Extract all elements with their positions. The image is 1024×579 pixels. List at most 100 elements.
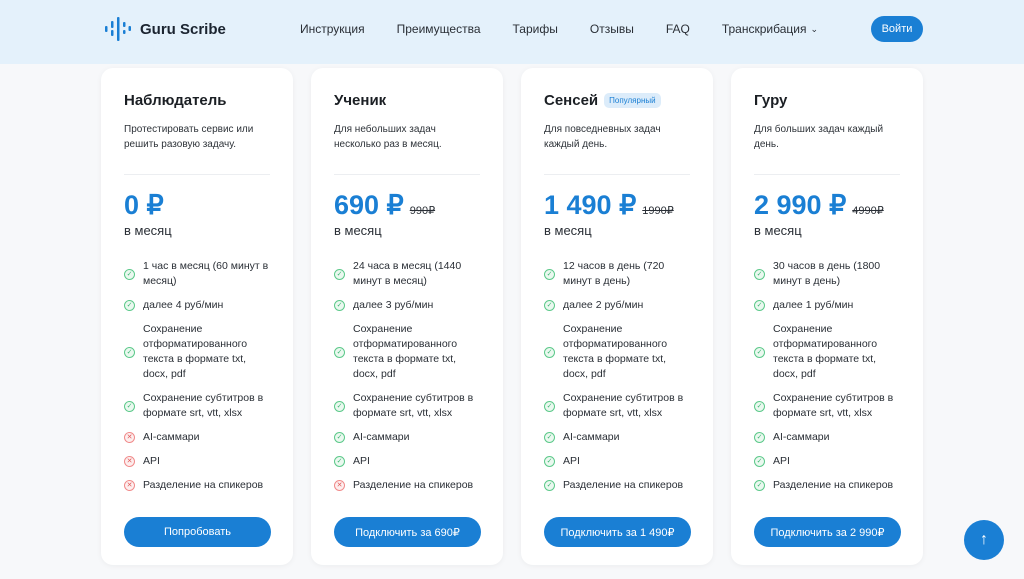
nav-faq[interactable]: FAQ — [665, 22, 690, 36]
plan-description: Протестировать сервис или решить разовую… — [124, 124, 254, 150]
feature-text: 30 часов в день (1800 минут в день) — [773, 260, 881, 287]
feature-text: API — [773, 455, 790, 467]
check-circle-icon: ✓ — [754, 300, 765, 311]
chevron-down-icon: ⌄ — [810, 23, 818, 34]
plan-card: Гуру Для больших задач каждый день. 2 99… — [731, 68, 923, 565]
feature-item: ✓ 30 часов в день (1800 минут в день) — [754, 259, 904, 289]
check-circle-icon: ✓ — [754, 268, 765, 280]
feature-item: ✓ Сохранение отформатированного текста в … — [334, 322, 484, 382]
feature-item: ✓ далее 3 руб/мин — [334, 298, 484, 313]
nav-transcription-dropdown[interactable]: Транскрибация ⌄ — [722, 22, 818, 36]
feature-text: Сохранение субтитров в формате srt, vtt,… — [353, 392, 474, 419]
popular-badge: Популярный — [604, 93, 661, 108]
feature-text: Сохранение отформатированного текста в ф… — [773, 323, 878, 380]
plan-description: Для повседневных задач каждый день. — [544, 124, 661, 150]
feature-text: Разделение на спикеров — [563, 479, 684, 491]
plan-cta-button[interactable]: Подключить за 1 490₽ — [544, 517, 691, 547]
plan-name: Наблюдатель — [124, 92, 227, 109]
feature-list: ✓ 24 часа в месяц (1440 минут в месяц) ✓ да… — [334, 259, 484, 502]
price-period: в месяц — [754, 223, 802, 238]
feature-item: ✕ API — [124, 454, 274, 469]
plan-name: Сенсей — [544, 92, 599, 109]
nav-transcription-label: Транскрибация — [721, 22, 807, 36]
nav-reviews[interactable]: Отзывы — [589, 22, 634, 36]
nav-advantages[interactable]: Преимущества — [396, 22, 481, 36]
divider — [334, 174, 480, 175]
nav-instruction[interactable]: Инструкция — [300, 22, 365, 36]
plan-price: 690 ₽ 990₽ — [334, 190, 435, 221]
old-price: 1990₽ — [642, 205, 674, 217]
plan-cta-button[interactable]: Подключить за 2 990₽ — [754, 517, 901, 547]
check-circle-icon: ✓ — [754, 480, 765, 491]
feature-text: Сохранение отформатированного текста в ф… — [353, 323, 458, 380]
feature-item: ✓ Сохранение отформатированного текста в … — [754, 322, 904, 382]
feature-text: Сохранение отформатированного текста в ф… — [143, 323, 248, 380]
plan-cta-button[interactable]: Попробовать — [124, 517, 271, 547]
logo[interactable]: Guru Scribe — [104, 16, 226, 42]
plan-cta-button[interactable]: Подключить за 690₽ — [334, 517, 481, 547]
price-period: в месяц — [124, 223, 172, 238]
feature-text: AI-саммари — [773, 431, 830, 443]
price-amount: 2 990 ₽ — [754, 190, 847, 220]
feature-text: AI-саммари — [143, 431, 200, 443]
check-circle-icon: ✓ — [544, 432, 555, 443]
check-circle-icon: ✓ — [124, 346, 135, 358]
main-nav: Инструкция Преимущества Тарифы Отзывы FA… — [300, 22, 850, 36]
feature-item: ✓ Сохранение отформатированного текста в … — [544, 322, 694, 382]
divider — [754, 174, 900, 175]
feature-text: API — [353, 455, 370, 467]
plan-description: Для больших задач каждый день. — [754, 124, 884, 150]
feature-item: ✓ Разделение на спикеров — [544, 478, 694, 493]
feature-item: ✓ 12 часов в день (720 минут в день) — [544, 259, 694, 289]
plan-price: 1 490 ₽ 1990₽ — [544, 190, 674, 221]
check-circle-icon: ✓ — [544, 268, 555, 280]
price-amount: 690 ₽ — [334, 190, 404, 220]
feature-text: далее 2 руб/мин — [563, 299, 644, 311]
plan-title: Наблюдатель — [124, 92, 227, 109]
plan-card: Наблюдатель Протестировать сервис или ре… — [101, 68, 293, 565]
scroll-to-top-button[interactable]: ↑ — [964, 520, 1004, 560]
feature-list: ✓ 30 часов в день (1800 минут в день) ✓ дал… — [754, 259, 904, 502]
feature-item: ✓ Разделение на спикеров — [754, 478, 904, 493]
plan-title: Сенсей Популярный — [544, 92, 661, 109]
feature-item: ✓ AI-саммари — [544, 430, 694, 445]
feature-item: ✓ Сохранение субтитров в формате srt, vtt… — [124, 391, 274, 421]
feature-item: ✓ Сохранение отформатированного текста в … — [124, 322, 274, 382]
header: Guru Scribe Инструкция Преимущества Тари… — [0, 0, 1024, 64]
feature-item: ✕ AI-саммари — [124, 430, 274, 445]
feature-text: Сохранение субтитров в формате srt, vtt,… — [563, 392, 684, 419]
nav-pricing[interactable]: Тарифы — [512, 22, 558, 36]
x-circle-icon: ✕ — [124, 480, 135, 491]
feature-item: ✓ Сохранение субтитров в формате srt, vtt… — [334, 391, 484, 421]
feature-text: далее 4 руб/мин — [143, 299, 224, 311]
price-amount: 0 ₽ — [124, 190, 164, 220]
check-circle-icon: ✓ — [544, 346, 555, 358]
plan-description: Для небольших задач несколько раз в меся… — [334, 124, 442, 150]
feature-text: Разделение на спикеров — [143, 479, 264, 491]
feature-item: ✓ далее 4 руб/мин — [124, 298, 274, 313]
check-circle-icon: ✓ — [754, 400, 765, 412]
feature-list: ✓ 1 час в месяц (60 минут в месяц) ✓ далее … — [124, 259, 274, 502]
feature-item: ✓ AI-саммари — [754, 430, 904, 445]
old-price: 4990₽ — [852, 205, 884, 217]
feature-text: Разделение на спикеров — [353, 479, 474, 491]
login-button[interactable]: Войти — [871, 16, 923, 42]
feature-text: 24 часа в месяц (1440 минут в месяц) — [353, 260, 462, 287]
feature-item: ✓ API — [334, 454, 484, 469]
plan-price: 2 990 ₽ 4990₽ — [754, 190, 884, 221]
check-circle-icon: ✓ — [754, 432, 765, 443]
check-circle-icon: ✓ — [334, 432, 345, 443]
feature-item: ✓ Сохранение субтитров в формате srt, vtt… — [754, 391, 904, 421]
check-circle-icon: ✓ — [124, 268, 135, 280]
arrow-up-icon: ↑ — [980, 531, 988, 548]
brand-name: Guru Scribe — [140, 20, 226, 38]
feature-item: ✓ API — [754, 454, 904, 469]
check-circle-icon: ✓ — [544, 456, 555, 467]
check-circle-icon: ✓ — [334, 346, 345, 358]
feature-item: ✓ 1 час в месяц (60 минут в месяц) — [124, 259, 274, 289]
plan-title: Гуру — [754, 92, 787, 109]
check-circle-icon: ✓ — [334, 456, 345, 467]
feature-text: 1 час в месяц (60 минут в месяц) — [143, 260, 269, 287]
check-circle-icon: ✓ — [334, 300, 345, 311]
plan-name: Ученик — [334, 92, 387, 109]
